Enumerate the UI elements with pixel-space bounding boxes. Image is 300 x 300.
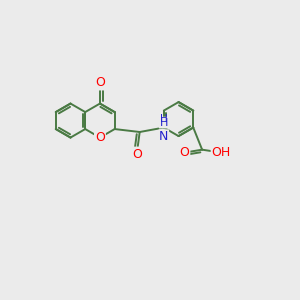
Text: O: O <box>95 131 105 144</box>
Text: H: H <box>160 114 168 124</box>
Text: O: O <box>132 148 142 160</box>
Text: H: H <box>160 118 168 128</box>
Text: O: O <box>179 146 189 159</box>
Text: O: O <box>95 76 105 89</box>
Text: N: N <box>159 130 169 143</box>
Text: OH: OH <box>212 146 231 159</box>
